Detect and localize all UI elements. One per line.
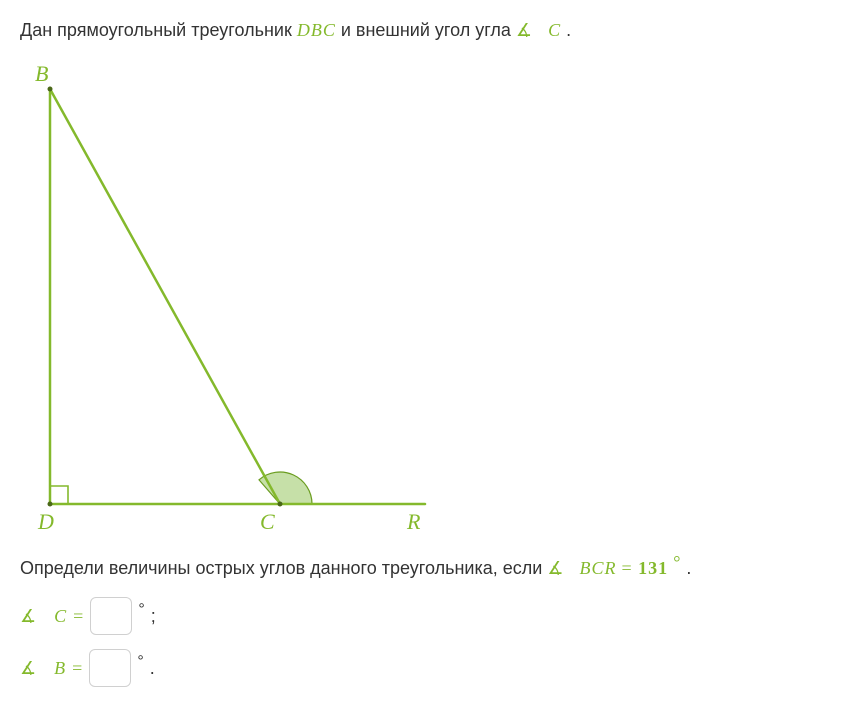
angle-symbol-ans-1: ∡ <box>20 658 37 679</box>
intro-t2: и внешний угол угла <box>341 20 516 40</box>
eq-ans-1: = <box>72 658 83 679</box>
eq-ans-0: = <box>73 606 84 627</box>
answer-row-b: ∡ B = °. <box>20 649 840 687</box>
eq-2: = <box>622 558 639 578</box>
svg-text:B: B <box>35 61 48 86</box>
question-t1: Определи величины острых углов данного т… <box>20 558 547 578</box>
angle-symbol-1: ∡ <box>516 20 533 40</box>
angle-label-ans-1: B <box>54 658 66 679</box>
intro-t3: . <box>566 20 571 40</box>
answer-row-c: ∡ C = °; <box>20 597 840 635</box>
intro-text: Дан прямоугольный треугольник DBC и внеш… <box>20 20 840 41</box>
svg-text:D: D <box>37 509 54 529</box>
angle-b-input[interactable] <box>89 649 131 687</box>
angle-name-2: BCR <box>580 558 617 578</box>
intro-t1: Дан прямоугольный треугольник <box>20 20 297 40</box>
svg-text:R: R <box>406 509 421 529</box>
triangle-name: DBC <box>297 20 336 40</box>
question-text: Определи величины острых углов данного т… <box>20 558 840 579</box>
angle-value-2: 131 <box>638 558 668 578</box>
angle-label-ans-0: C <box>54 606 67 627</box>
question-t2: . <box>686 558 691 578</box>
figure-svg: B D C R <box>20 59 440 529</box>
angle-c-input[interactable] <box>90 597 132 635</box>
punct-ans-0: ; <box>151 606 156 627</box>
angle-symbol-2: ∡ <box>547 558 564 578</box>
triangle-figure: B D C R <box>20 59 840 534</box>
punct-ans-1: . <box>150 658 155 679</box>
deg-2: ° <box>673 552 681 572</box>
angle-vertex-1: C <box>548 20 561 40</box>
deg-ans-1: ° <box>137 653 143 671</box>
angle-symbol-ans-0: ∡ <box>20 606 37 627</box>
deg-ans-0: ° <box>138 601 144 619</box>
svg-text:C: C <box>260 509 275 529</box>
